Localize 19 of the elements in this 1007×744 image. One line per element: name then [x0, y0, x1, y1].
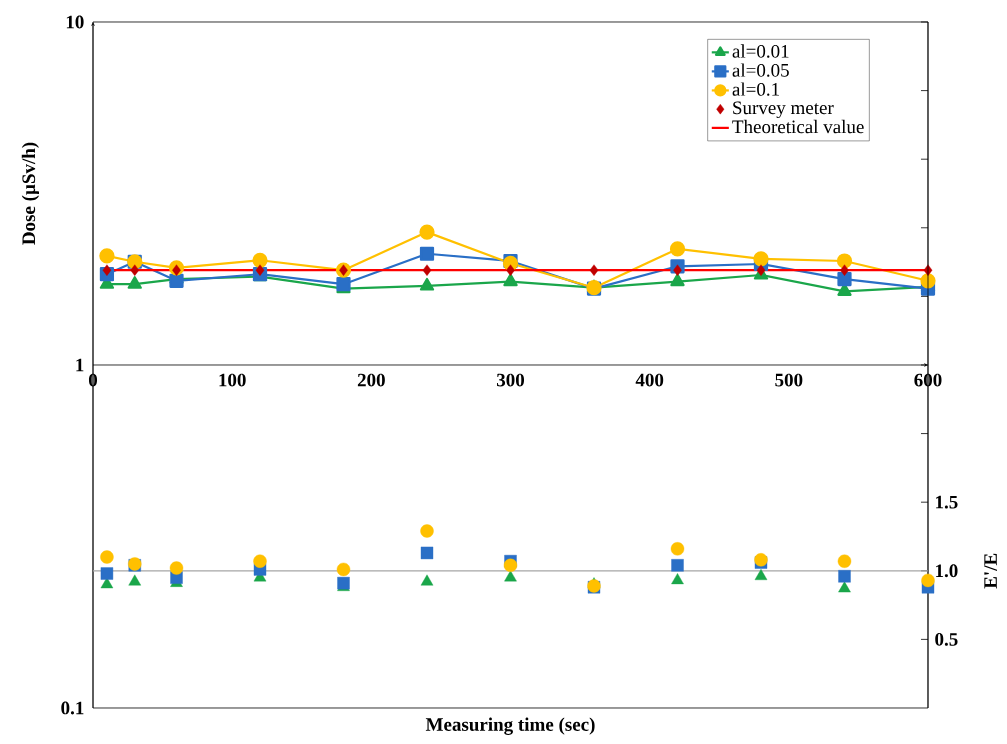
y2-tick-label: 1.5: [936, 495, 958, 509]
x-tick-label: 400: [635, 373, 664, 387]
x-tick-label: 200: [357, 373, 385, 387]
y-tick-label: 1: [76, 358, 84, 372]
x-tick-label: 100: [219, 373, 246, 387]
legend-label: Theoretical value: [732, 119, 864, 134]
x-axis-title: Measuring time (sec): [425, 717, 595, 735]
y-axis-title: Dose (µSv/h): [21, 142, 39, 245]
y2-tick-label: 0.5: [935, 632, 958, 646]
y-tick-label: 10: [66, 15, 84, 29]
y-tick-label: 0.1: [61, 701, 84, 715]
y2-axis-title: E'/E: [984, 553, 997, 589]
legend-label: al=0.05: [732, 63, 789, 77]
x-tick-label: 500: [775, 373, 803, 387]
x-tick-label: 300: [496, 373, 525, 387]
legend-label: al=0.1: [732, 82, 779, 96]
legend-label: al=0.01: [732, 44, 789, 58]
y2-tick-label: 1.0: [936, 564, 958, 578]
legend-label: Survey meter: [733, 101, 834, 119]
